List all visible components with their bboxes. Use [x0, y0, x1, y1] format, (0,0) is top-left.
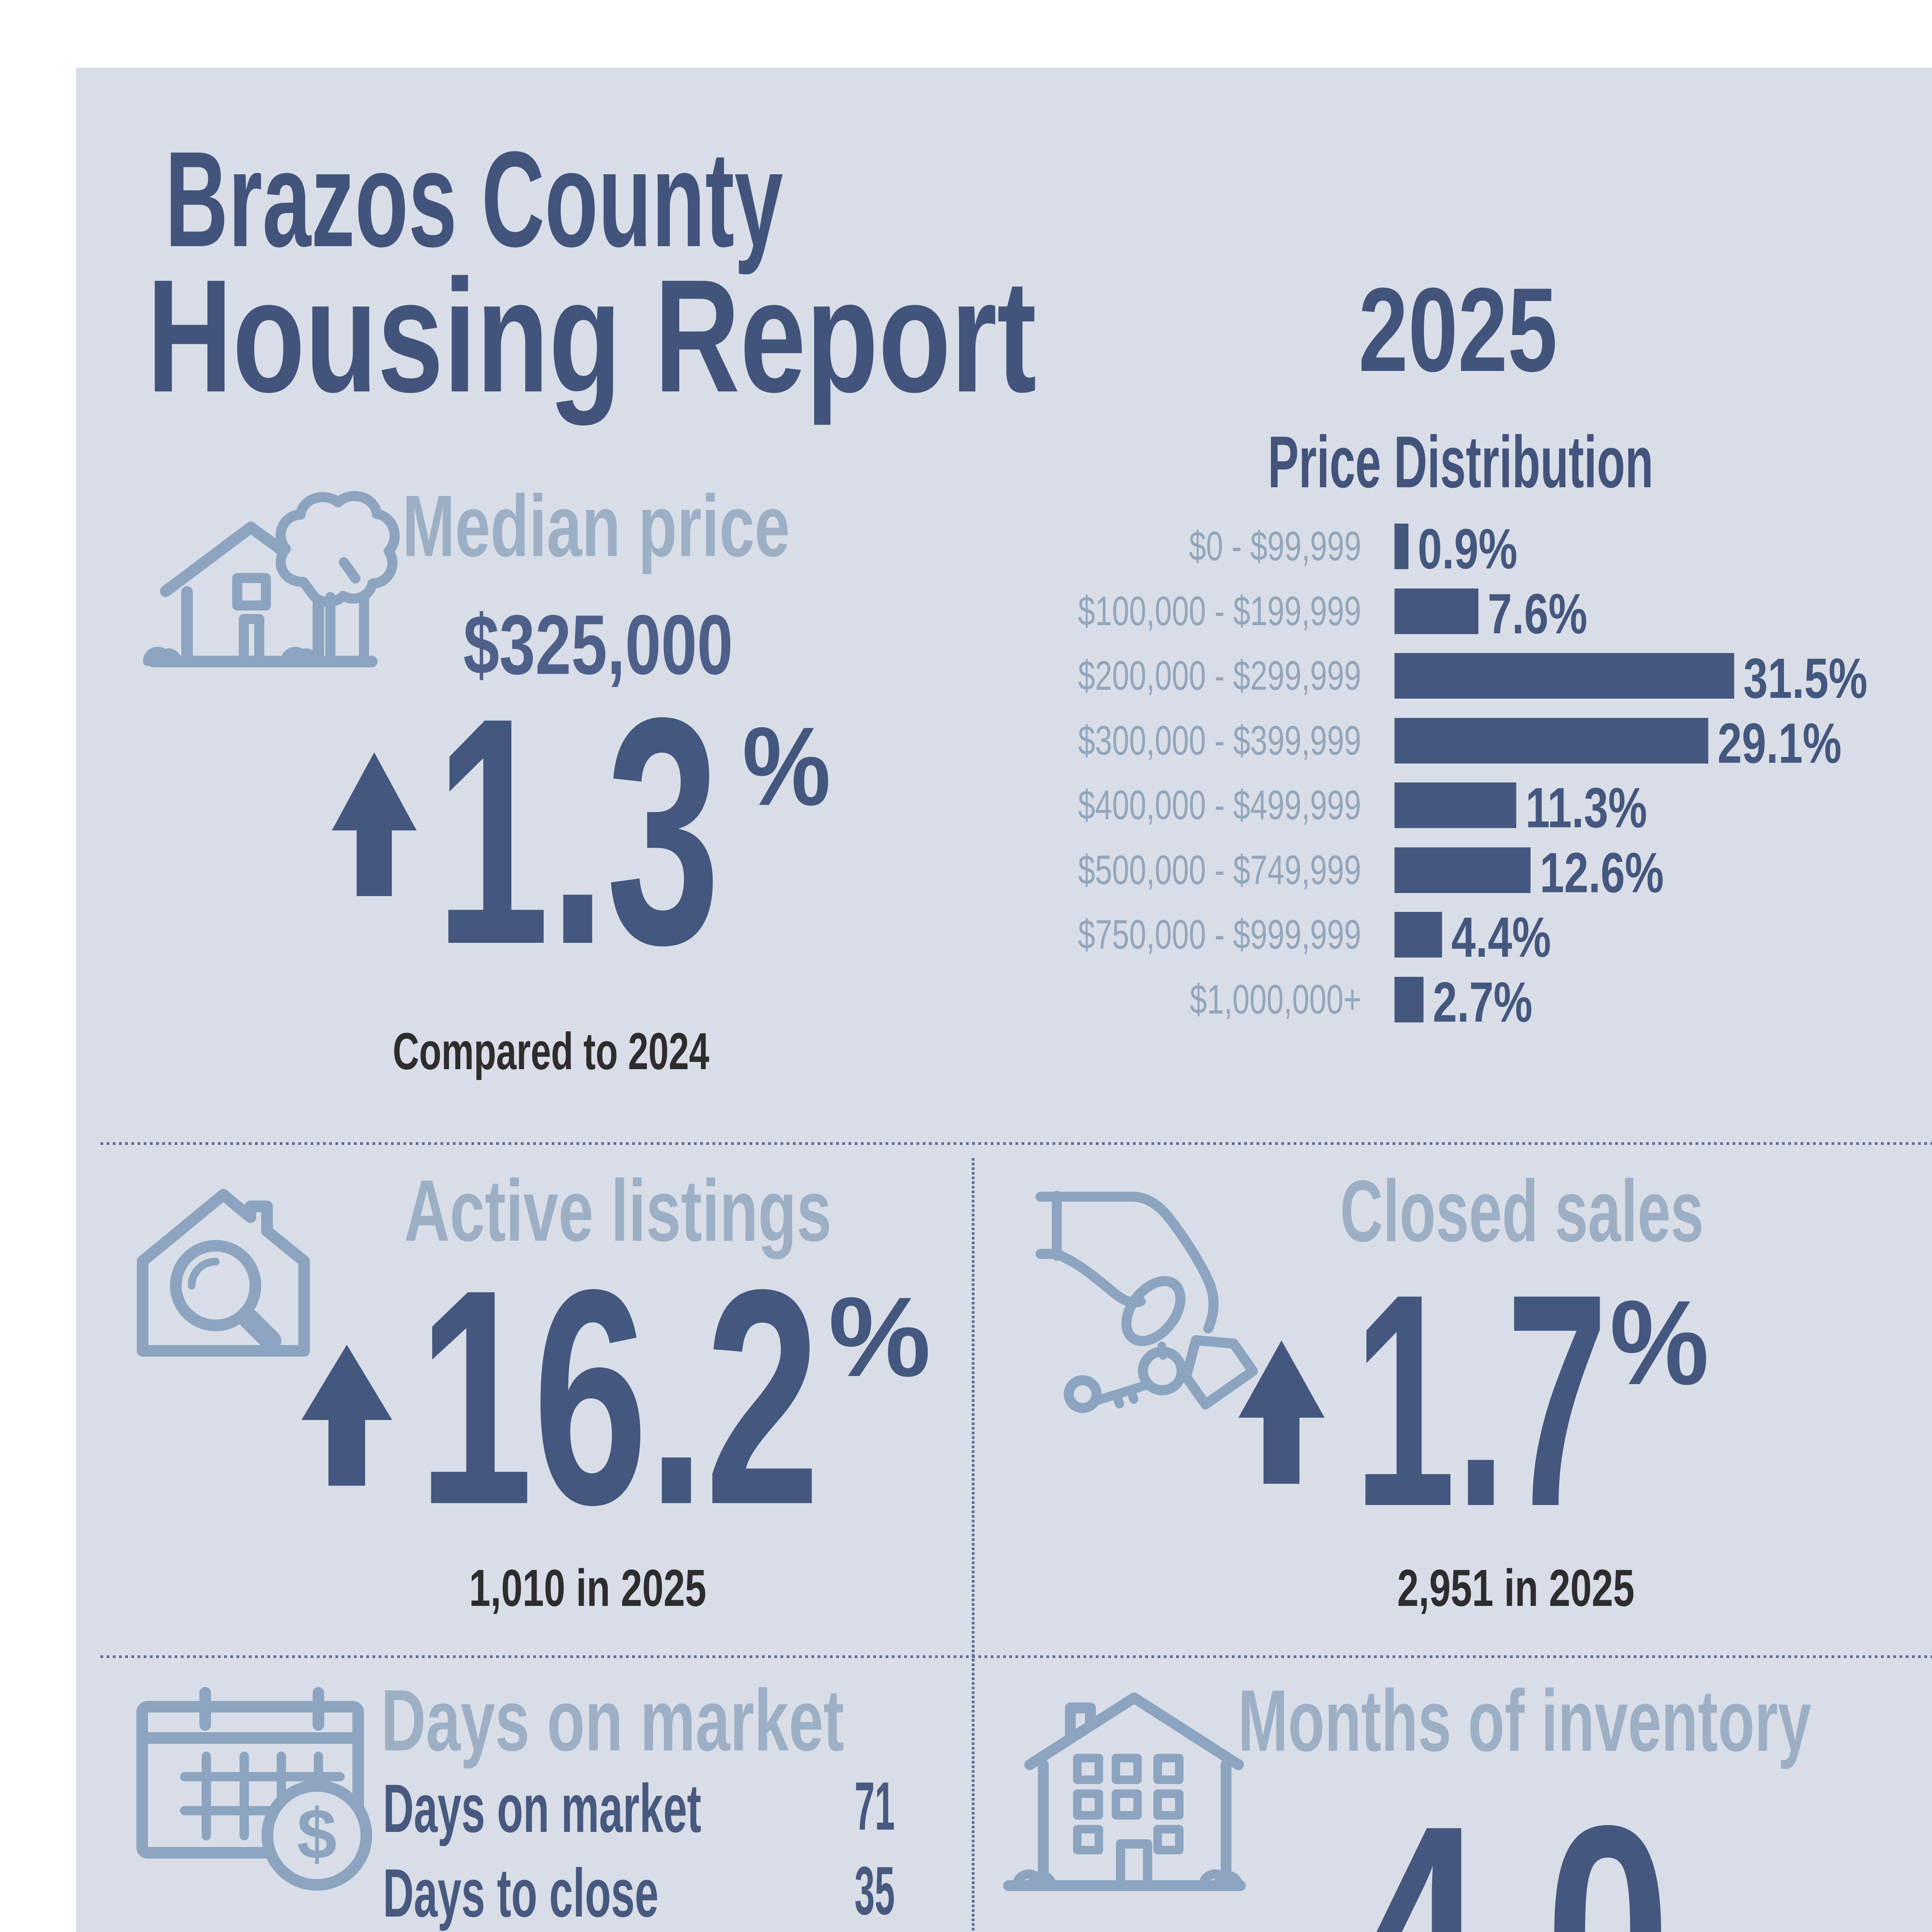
- svg-text:$: $: [297, 1794, 337, 1874]
